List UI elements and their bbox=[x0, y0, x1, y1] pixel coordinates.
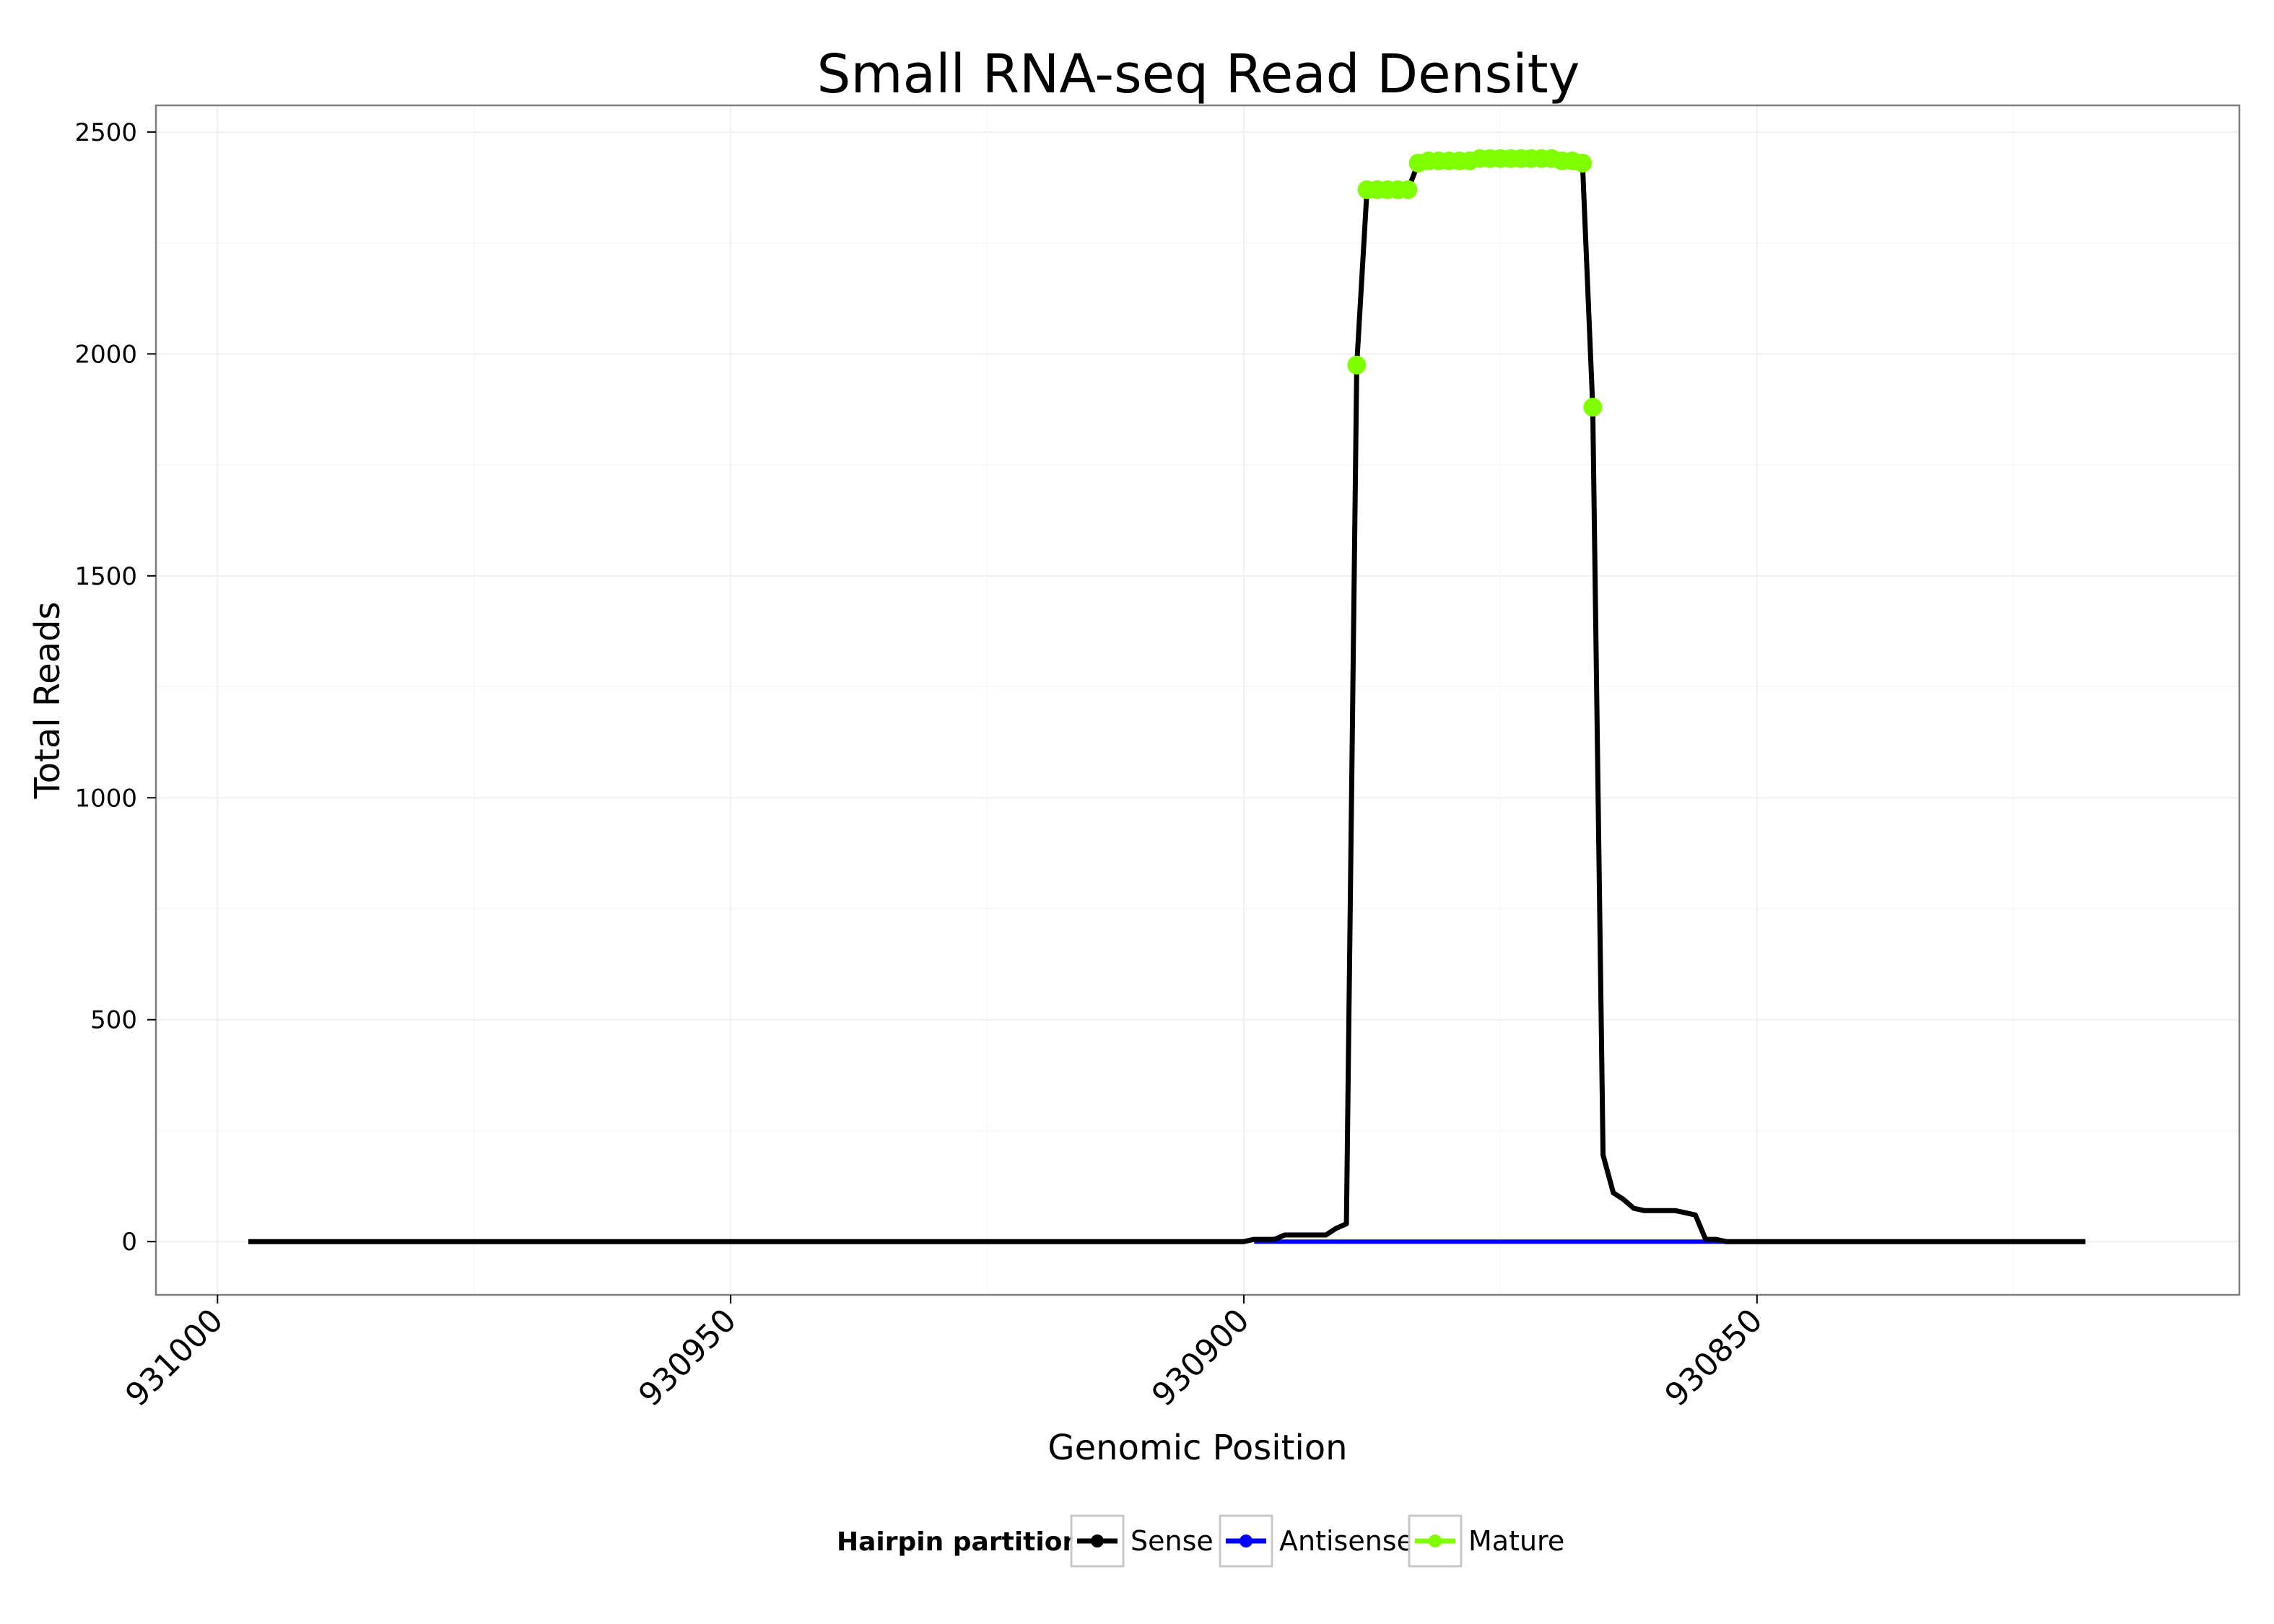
y-axis: 0 500 1000 1500 2000 2500 bbox=[74, 118, 156, 1257]
legend-key-point bbox=[1091, 1534, 1104, 1547]
grid bbox=[156, 105, 2239, 1295]
x-tick-label: 930850 bbox=[1658, 1302, 1770, 1414]
x-tick-label: 930950 bbox=[632, 1302, 744, 1414]
y-tick-label: 2500 bbox=[74, 118, 137, 147]
plot-panel bbox=[154, 104, 2241, 1296]
legend-key-point bbox=[1429, 1534, 1442, 1547]
mature-point bbox=[1583, 398, 1603, 417]
x-tick-label: 931000 bbox=[118, 1302, 230, 1414]
legend-label: Sense bbox=[1131, 1525, 1214, 1557]
x-tick-label: 930900 bbox=[1145, 1302, 1257, 1414]
legend-label: Antisense bbox=[1279, 1525, 1413, 1557]
mature-point bbox=[1573, 153, 1593, 173]
y-tick-label: 1500 bbox=[74, 562, 137, 591]
legend-key-point bbox=[1240, 1534, 1253, 1547]
x-axis-title: Genomic Position bbox=[1047, 1428, 1347, 1468]
x-axis: 931000 930950 930900 930850 bbox=[118, 1295, 1770, 1414]
legend-entry-mature: Mature bbox=[1408, 1514, 1564, 1568]
y-tick-label: 0 bbox=[121, 1228, 137, 1257]
y-tick-label: 1000 bbox=[74, 784, 137, 813]
legend-title: Hairpin partition bbox=[837, 1527, 1081, 1557]
legend-entries: Sense Antisense Mature bbox=[1070, 1514, 1564, 1568]
legend: Hairpin partition Sense Antisense Mature bbox=[837, 1514, 1564, 1568]
chart-title: Small RNA-seq Read Density bbox=[817, 43, 1580, 105]
series-layer bbox=[248, 149, 2086, 1244]
sense-line bbox=[248, 156, 2086, 1244]
legend-label: Mature bbox=[1468, 1525, 1564, 1557]
y-tick-label: 2000 bbox=[74, 340, 137, 369]
y-axis-title: Total Reads bbox=[27, 602, 68, 800]
y-tick-label: 500 bbox=[90, 1006, 137, 1035]
legend-entry-sense: Sense bbox=[1070, 1514, 1214, 1568]
legend-entry-antisense: Antisense bbox=[1219, 1514, 1413, 1568]
mature-point bbox=[1398, 180, 1418, 199]
mature-point bbox=[1347, 355, 1367, 375]
